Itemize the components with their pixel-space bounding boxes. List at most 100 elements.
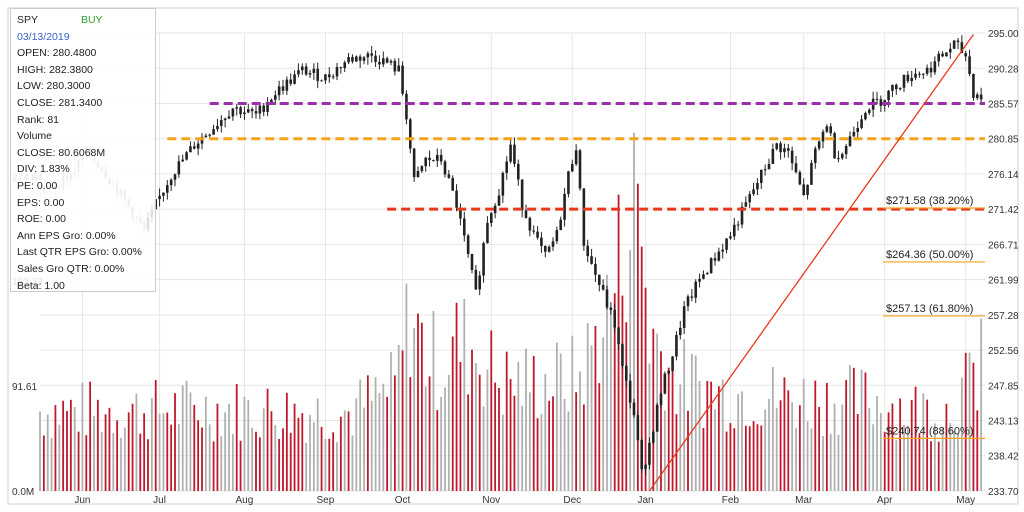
volume-bar [374, 377, 377, 491]
volume-bar [690, 353, 693, 491]
volume-bar [177, 424, 180, 491]
volume-bar [108, 407, 111, 491]
candle-body [239, 107, 242, 115]
price-tick-label: 280.85 [988, 135, 1019, 146]
candle-body [671, 356, 674, 371]
info-high: HIGH: 282.3800 [17, 63, 93, 76]
volume-bar [81, 382, 84, 491]
volume-bar [432, 310, 435, 491]
volume-bar [62, 400, 65, 491]
candle-body [312, 68, 316, 73]
candle-body [486, 222, 489, 244]
candle-body [254, 111, 258, 114]
candle-body [902, 74, 906, 88]
candle-body [304, 66, 308, 75]
volume-bar [282, 428, 284, 491]
info-sales: Sales Gro QTR: 0.00% [17, 262, 125, 275]
volume-bar [204, 396, 207, 491]
volume-bar [235, 384, 238, 491]
month-tick-label: Mar [795, 495, 813, 506]
volume-bar [251, 427, 254, 491]
candle-body [732, 224, 736, 237]
volume-bar [482, 406, 485, 491]
fib-level-label: $264.36 (50.00%) [886, 249, 973, 261]
volume-bar [752, 421, 755, 491]
volume-bar [660, 351, 662, 491]
volume-bar [378, 392, 381, 491]
volume-bar [756, 424, 759, 491]
candle-body [177, 161, 181, 175]
candle-body [578, 150, 582, 189]
candle-body [381, 58, 385, 65]
volume-bar [852, 367, 855, 491]
volume-bar [467, 394, 470, 491]
volume-bar [814, 380, 817, 491]
candle-body [891, 84, 894, 91]
candle-body [308, 72, 312, 75]
volume-bar [621, 295, 624, 491]
candle-body [586, 245, 590, 257]
volume-bar [926, 399, 929, 491]
candle-body [378, 61, 381, 65]
candle-body [516, 163, 520, 180]
volume-bar [278, 438, 281, 491]
volume-bar [73, 406, 76, 491]
volume-bar [170, 424, 173, 491]
volume-bar [702, 427, 705, 491]
volume-bar [490, 330, 493, 491]
candle-body [682, 306, 686, 328]
candle-body [648, 442, 651, 465]
candle-body [640, 439, 644, 470]
candle-body [783, 148, 786, 153]
price-tick-label: 285.57 [988, 99, 1019, 110]
price-tick-label: 238.42 [988, 452, 1019, 463]
candle-body [223, 118, 227, 121]
volume-bar [363, 407, 365, 491]
volume-bar [181, 385, 184, 491]
volume-bar [590, 345, 593, 491]
volume-bar [424, 386, 427, 491]
candle-body [898, 87, 902, 90]
candle-body [840, 154, 844, 159]
price-tick-label: 233.70 [988, 487, 1019, 498]
info-volume-label: Volume [17, 130, 53, 143]
candle-body [474, 269, 478, 290]
volume-bar [444, 387, 446, 491]
volume-bar [297, 417, 300, 491]
candle-body [597, 274, 601, 285]
volume-bar [567, 411, 570, 491]
candle-body [536, 231, 539, 238]
volume-bar [555, 342, 558, 491]
volume-bar [328, 438, 331, 491]
trend-line [648, 34, 974, 492]
candle-body [717, 251, 721, 261]
candle-body [864, 113, 867, 120]
volume-bar [77, 431, 80, 491]
volume-bar [89, 381, 92, 491]
candle-body [775, 143, 779, 150]
candle-body [779, 143, 782, 153]
candle-body [725, 238, 728, 250]
candle-body [852, 131, 856, 137]
volume-bar [822, 436, 824, 491]
candle-body [960, 42, 964, 54]
candle-body [320, 80, 323, 82]
candle-body [297, 70, 300, 75]
info-volume-close: CLOSE: 80.6068M [17, 146, 106, 159]
volume-bar [640, 246, 643, 491]
volume-bar [918, 433, 921, 491]
volume-bar [447, 374, 450, 491]
volume-bar [922, 393, 925, 491]
volume-bar [309, 415, 311, 491]
volume-bar [120, 437, 122, 491]
volume-bar [879, 413, 882, 491]
candle-body [235, 107, 239, 109]
candle-body [752, 189, 755, 195]
volume-bar [247, 399, 250, 491]
volume-bar [837, 434, 840, 491]
volume-bar [783, 377, 786, 491]
volume-bar [532, 355, 535, 491]
volume-bar [255, 431, 257, 491]
candle-body [945, 52, 948, 57]
candle-body [887, 90, 890, 101]
